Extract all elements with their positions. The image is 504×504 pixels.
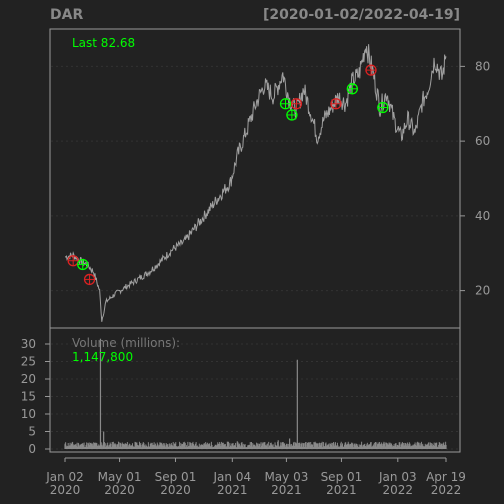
volume-value: 1,147,800: [72, 350, 133, 364]
x-tick-year-label: 2022: [383, 483, 414, 497]
buy-signal-marker: [77, 258, 89, 271]
sell-signal-marker: [67, 255, 79, 267]
x-tick-label: Sep 01: [321, 470, 363, 484]
x-tick-year-label: 2020: [104, 483, 135, 497]
volume-panel: 0 5 10 15 20 25 30 Volume (millions): 1,147,80…: [21, 327, 461, 456]
volume-tick-label: 10: [21, 407, 36, 421]
x-tick-label: Jan 03: [378, 470, 417, 484]
buy-signal-marker: [346, 83, 358, 95]
sell-signal-marker: [365, 64, 377, 76]
volume-tick-label: 25: [21, 355, 36, 369]
price-axis: 20 40 60 80: [460, 59, 490, 298]
volume-label: Volume (millions):: [72, 336, 180, 350]
chart-date-range: [2020-01-02/2022-04-19]: [263, 7, 460, 23]
volume-tick-label: 20: [21, 372, 36, 386]
volume-tick-label: 15: [21, 390, 36, 404]
x-tick-year-label: 2021: [326, 483, 357, 497]
x-tick-label: Apr 19: [426, 470, 466, 484]
x-tick-label: May 01: [98, 470, 142, 484]
price-panel: 20 40 60 80 Last 82.68: [49, 28, 490, 329]
x-tick-year-label: 2020: [50, 483, 81, 497]
volume-bars: [64, 338, 447, 449]
sell-signal-marker: [290, 98, 303, 110]
chart-symbol: DAR: [50, 7, 83, 23]
x-tick-label: Jan 04: [213, 470, 252, 484]
buy-signal-marker: [279, 98, 292, 110]
price-tick-label: 60: [475, 134, 490, 148]
last-price-label: Last 82.68: [72, 36, 135, 50]
sell-signal-marker: [330, 98, 342, 110]
x-tick-year-label: 2022: [431, 483, 462, 497]
price-tick-label: 20: [475, 284, 490, 298]
x-tick-year-label: 2021: [271, 483, 302, 497]
x-tick-label: Sep 01: [155, 470, 197, 484]
price-tick-label: 80: [475, 59, 490, 73]
signal-markers: [67, 64, 389, 286]
volume-tick-label: 0: [28, 442, 36, 456]
x-tick-label: May 03: [264, 470, 308, 484]
volume-tick-label: 5: [28, 425, 36, 439]
sell-signal-marker: [83, 273, 96, 286]
price-tick-label: 40: [475, 209, 490, 223]
x-tick-year-label: 2020: [160, 483, 191, 497]
buy-signal-marker: [286, 109, 298, 121]
volume-tick-label: 30: [21, 337, 36, 351]
x-tick-label: Jan 02: [45, 470, 84, 484]
x-tick-year-label: 2021: [217, 483, 248, 497]
volume-panel-frame: [49, 327, 461, 453]
buy-signal-marker: [377, 101, 389, 114]
price-grid: [51, 65, 459, 292]
volume-axis: 0 5 10 15 20 25 30: [21, 337, 50, 456]
